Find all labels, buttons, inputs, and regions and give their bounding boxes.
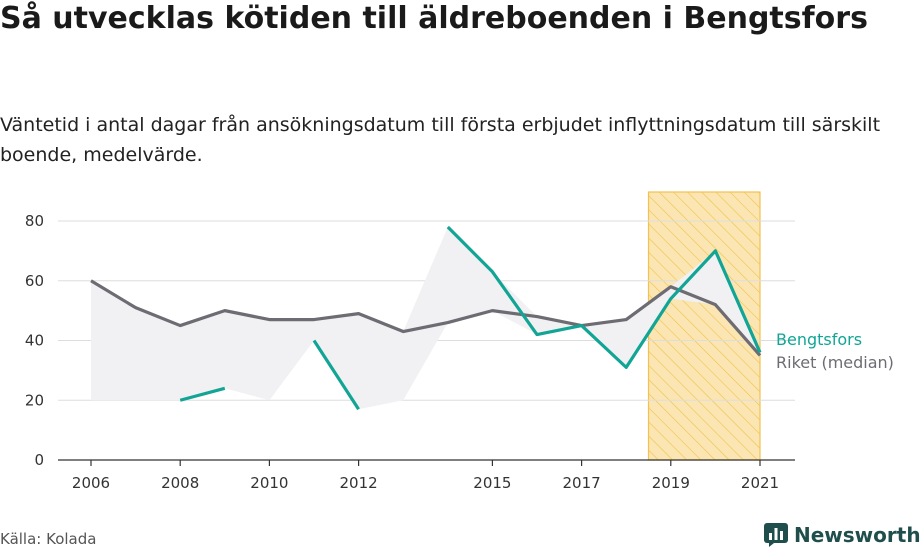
x-tick-label: 2015 — [473, 474, 511, 492]
comparison-band — [91, 226, 760, 410]
series-line-bengtsfors — [312, 339, 360, 411]
chart-subtitle: Väntetid i antal dagar från ansökningsda… — [0, 114, 881, 166]
series-line-bengtsfors — [179, 386, 226, 402]
x-tick-label: 2021 — [741, 474, 779, 492]
bar-chart-icon — [764, 523, 788, 547]
y-tick-label: 0 — [34, 451, 44, 469]
x-tick-label: 2012 — [340, 474, 378, 492]
y-tick-label: 40 — [25, 332, 44, 350]
series-line-bengtsfors — [446, 225, 762, 369]
x-tick-label: 2017 — [563, 474, 601, 492]
y-tick-label: 20 — [25, 391, 44, 409]
y-tick-label: 60 — [25, 272, 44, 290]
chart-title: Så utvecklas kötiden till äldreboenden i… — [0, 1, 868, 36]
series-label-riket: Riket (median) — [776, 353, 894, 372]
brand-logo: Newsworthy — [764, 520, 920, 550]
series-line-riket — [90, 279, 762, 357]
x-tick-label: 2008 — [161, 474, 199, 492]
source-note: Källa: Kolada — [0, 530, 97, 548]
y-tick-label: 80 — [25, 212, 44, 230]
x-tick-label: 2006 — [72, 474, 110, 492]
x-tick-label: 2010 — [250, 474, 288, 492]
x-tick-label: 2019 — [652, 474, 690, 492]
series-label-bengtsfors: Bengtsfors — [776, 330, 862, 349]
brand-name: Newsworthy — [794, 523, 920, 547]
